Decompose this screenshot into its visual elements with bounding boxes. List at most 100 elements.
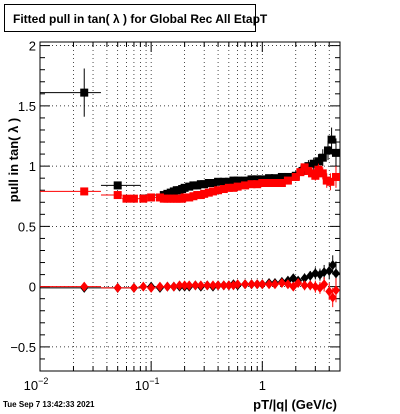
data-point-diamond [191,280,200,291]
data-point-square [229,176,238,185]
data-point-diamond [233,279,242,290]
data-point-square [291,172,300,181]
data-point-diamond [265,279,274,290]
data-point-diamond [139,281,148,292]
data-point-square [247,175,256,184]
y-tick-label: 1 [29,159,36,174]
y-tick-label: 0.5 [18,219,36,234]
data-point-diamond [270,279,279,290]
data-point-square [219,177,228,186]
data-point-diamond [306,280,315,291]
data-point-square [265,179,274,187]
y-axis-label: pull in tan( λ ) [6,118,21,203]
data-point-square [324,146,333,155]
data-point-square [309,159,318,168]
data-point-square [208,187,217,196]
data-point-diamond [208,280,217,291]
data-point-square [331,148,340,157]
data-point-square [233,182,242,191]
data-point-diamond [331,285,340,296]
data-point-diamond [147,282,156,293]
data-point-diamond [253,279,262,290]
data-point-diamond [175,280,184,291]
data-point-square [214,177,223,186]
data-point-diamond [169,281,178,292]
data-point-square [224,183,233,192]
x-tick-label: 1 [259,378,266,393]
data-point-diamond [325,286,334,297]
data-point-diamond [224,280,233,291]
data-point-diamond [328,292,337,303]
data-point-diamond [163,281,172,292]
data-point-square [204,188,213,197]
chart-title: Fitted pull in tan( λ ) for Global Rec A… [13,12,268,26]
data-point-square [113,181,122,190]
data-point-square [277,172,286,181]
grid-lines [39,42,341,371]
data-point-square [208,179,217,187]
data-point-square [270,179,279,187]
data-point-square [180,193,189,202]
data-point-diamond [294,278,303,289]
data-point-square [241,176,250,185]
data-point-square [80,88,89,97]
data-point-square [80,187,89,196]
data-point-square [147,193,156,202]
data-point-diamond [196,280,205,291]
data-point-diamond [129,282,138,293]
data-point-square [180,183,189,192]
data-point-square [241,181,250,190]
y-tick-label: −0.5 [10,340,36,355]
data-series [40,68,340,308]
data-point-square [229,183,238,192]
data-point-square [270,174,279,183]
timestamp: Tue Sep 7 13:42:33 2021 [3,400,95,409]
y-tick-label: 2 [29,39,36,54]
data-point-square [122,194,131,203]
data-point-diamond [331,268,340,279]
data-point-diamond [113,282,122,293]
data-point-square [253,175,262,184]
data-point-square [219,185,228,194]
data-point-diamond [80,281,89,292]
data-point-square [185,193,194,202]
series-1 [40,163,340,203]
data-point-square [233,176,242,185]
data-point-square [113,191,122,200]
data-point-diamond [258,279,267,290]
data-point-diamond [155,281,164,292]
data-point-diamond [320,267,329,278]
data-point-diamond [185,280,194,291]
x-tick-label: 10−2 [24,376,49,393]
data-point-diamond [300,280,309,291]
data-point-square [314,157,323,166]
data-point-diamond [180,280,189,291]
data-point-diamond [328,259,337,270]
series-3 [40,277,340,308]
data-point-square [296,168,305,177]
data-point-square [224,177,233,186]
y-tick-label: 1.5 [18,99,36,114]
data-point-diamond [219,280,228,291]
data-point-square [129,194,138,203]
data-point-square [253,180,262,189]
data-point-square [283,176,292,185]
data-point-square [247,180,256,189]
tick-labels: 10−2 10−1 1 −0.5 0 0.5 1 1.5 2 [10,39,266,393]
data-point-diamond [277,278,286,289]
title-box: Fitted pull in tan( λ ) for Global Rec A… [4,4,267,32]
data-point-square [314,165,323,174]
data-point-square [327,135,336,144]
data-point-square [258,179,267,187]
data-point-square [277,179,286,187]
data-point-diamond [247,279,256,290]
axis-ticks [39,42,341,371]
data-point-square [214,186,223,195]
data-point-square [311,171,320,180]
data-point-square [331,172,340,181]
data-point-diamond [203,280,212,291]
y-tick-label: 0 [29,280,36,295]
data-point-square [318,153,327,162]
data-point-square [139,194,148,203]
